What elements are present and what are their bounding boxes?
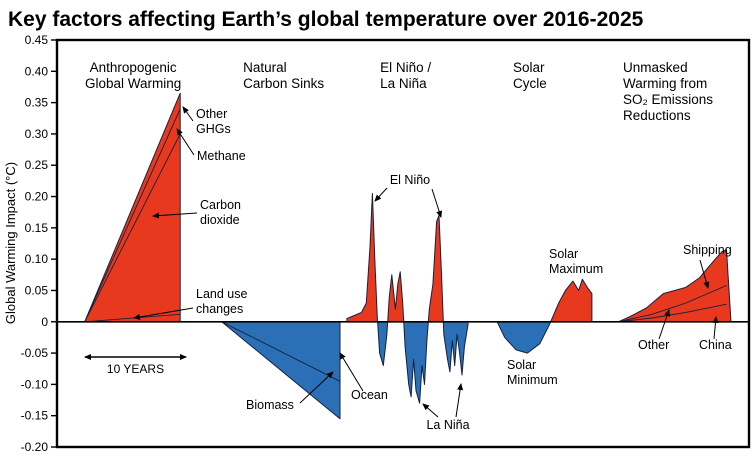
y-tick-label: 0.35 xyxy=(25,96,49,110)
annotation-arrow-biomass xyxy=(299,371,334,404)
area-cooling xyxy=(346,321,468,404)
panel-header-anthropogenic-global-warming: Anthropogenic Global Warming xyxy=(85,60,181,91)
annotation-methane: Methane xyxy=(197,149,246,163)
annotation-arrow-china xyxy=(712,316,719,340)
divider-biomass-ocean-divide xyxy=(221,321,341,382)
divider-other-ghgs-lower-bound xyxy=(84,108,181,322)
y-tick-label: 0.25 xyxy=(25,158,49,172)
annotation-shipping: Shipping xyxy=(683,243,732,257)
panel-el-nino-la-nina xyxy=(346,192,469,404)
y-tick-label: -0.05 xyxy=(21,346,49,360)
y-tick-label: 0 xyxy=(41,315,48,329)
annotation-ocean: Ocean xyxy=(351,388,388,402)
divider-methane-lower-bound xyxy=(84,133,181,323)
y-axis-title: Global Warming Impact (°C) xyxy=(3,162,18,324)
annotation-solar-minimum: Solar Minimum xyxy=(507,358,558,387)
annotation-el-nino: El Niño xyxy=(390,173,430,187)
y-tick-label: -0.15 xyxy=(21,409,49,423)
y-tick-label: 0.20 xyxy=(25,190,49,204)
annotation-arrow-el-nino xyxy=(431,188,443,218)
y-tick-label: 0.45 xyxy=(25,33,49,47)
annotation-china: China xyxy=(699,338,732,352)
y-tick-label: -0.20 xyxy=(21,440,49,454)
y-tick-label: 0.30 xyxy=(25,127,49,141)
annotation-other-so2: Other xyxy=(638,338,669,352)
area-warming xyxy=(550,279,592,322)
annotation-carbon-dioxide: Carbon dioxide xyxy=(200,198,241,227)
annotation-arrow-la-nina xyxy=(422,403,439,418)
annotation-arrow-ocean xyxy=(339,352,364,392)
annotation-la-nina: La Niña xyxy=(426,418,469,432)
divider-other-upper-bound xyxy=(618,285,727,323)
annotation-other-ghgs: Other GHGs xyxy=(196,107,231,136)
y-tick-label: 0.40 xyxy=(25,64,49,78)
chart-title: Key factors affecting Earth’s global tem… xyxy=(8,8,644,31)
plot-border xyxy=(55,38,751,449)
y-tick-label: 0.15 xyxy=(25,221,49,235)
divider-land-use-upper-bound xyxy=(84,313,181,323)
area-cooling xyxy=(497,321,592,354)
panel-header-el-nino-la-nina: El Niño / La Niña xyxy=(380,60,431,91)
panel-header-solar-cycle: Solar Cycle xyxy=(513,60,547,91)
area-outline xyxy=(617,249,732,323)
panel-anthropogenic-global-warming xyxy=(84,92,181,323)
y-tick-label: 0.10 xyxy=(25,252,49,266)
panel-header-natural-carbon-sinks: Natural Carbon Sinks xyxy=(243,60,324,91)
area-warming xyxy=(618,249,731,322)
area-outline xyxy=(346,192,469,404)
area-outline xyxy=(496,278,593,354)
panel-solar-cycle xyxy=(496,278,593,354)
panel-header-so2-unmasked-warming: Unmasked Warming from SO₂ Emissions Reducti… xyxy=(623,60,713,123)
annotation-arrow-land-use-changes xyxy=(133,307,194,320)
annotation-arrow-other-so2 xyxy=(658,309,670,340)
y-tick-label: 0.05 xyxy=(25,283,49,297)
annotation-arrow-carbon-dioxide xyxy=(152,212,198,219)
annotation-arrow-el-nino xyxy=(374,187,388,202)
annotation-arrow-la-nina xyxy=(455,383,464,418)
annotation-biomass: Biomass xyxy=(246,398,294,412)
ten-years-label: 10 YEARS xyxy=(107,362,164,376)
annotation-arrow-methane xyxy=(176,128,195,156)
annotation-arrow-other-ghgs xyxy=(182,106,194,122)
annotation-land-use-changes: Land use changes xyxy=(196,287,247,316)
y-tick-label: -0.10 xyxy=(21,377,49,391)
annotation-solar-maximum: Solar Maximum xyxy=(549,247,603,276)
annotation-arrow-shipping xyxy=(699,259,710,289)
panel-so2-unmasked-warming xyxy=(617,249,732,323)
